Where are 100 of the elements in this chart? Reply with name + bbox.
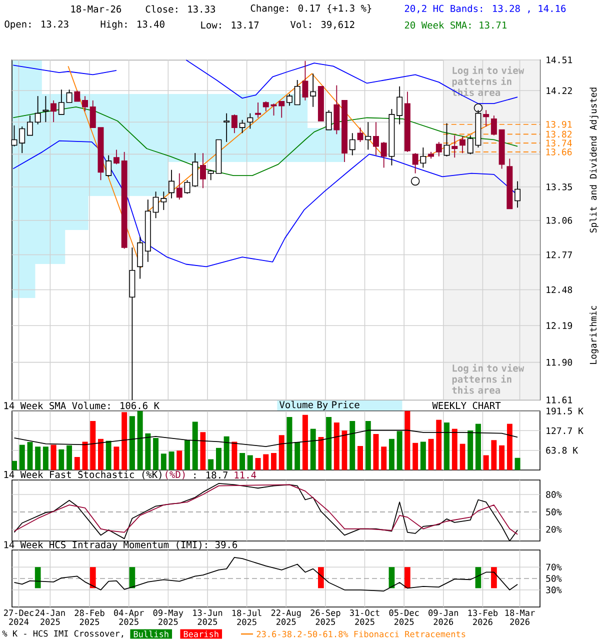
candlestick: [224, 112, 230, 142]
bar: [255, 458, 261, 470]
y-tick-label: 12.48: [546, 286, 572, 294]
x-tick-label: 09-Jan 2026: [428, 610, 458, 625]
bar: [129, 416, 135, 470]
chart-title: 14 Week SMA Volume: 106.6 K: [4, 402, 160, 410]
bar: [310, 428, 316, 470]
candlestick: [262, 100, 269, 112]
y-tick-label: 80%: [546, 491, 562, 498]
candlestick: [34, 96, 41, 125]
candlestick: [58, 89, 64, 115]
candlestick: [176, 172, 182, 200]
candlestick: [286, 93, 292, 106]
candlestick: [444, 122, 450, 157]
candlestick: [490, 115, 497, 136]
candlestick: [113, 149, 120, 165]
bar: [19, 444, 25, 470]
bar: [74, 457, 80, 470]
candlestick: [278, 100, 285, 118]
text: : 18.7: [194, 471, 228, 479]
x-tick-label: 13-Jun 2025: [193, 610, 222, 625]
candlestick: [514, 180, 521, 208]
text: 18-Mar-26: [71, 5, 122, 13]
ref-line-label: 13.82: [546, 130, 572, 138]
bar: [263, 454, 269, 470]
candlestick: [247, 112, 254, 130]
bar: [381, 446, 387, 470]
text: Low: 13.17: [201, 21, 259, 29]
x-tick-label: 22-Aug 2025: [271, 610, 301, 625]
candlestick: [380, 141, 387, 168]
bar: [420, 442, 426, 470]
bar: [168, 452, 174, 470]
candlestick: [460, 136, 466, 154]
bar: [122, 412, 128, 470]
bar: [396, 431, 402, 470]
candlestick: [74, 90, 80, 102]
chart-title: 14 Week Fast Stochastic (%K): [4, 470, 162, 480]
ref-line-label: 13.66: [546, 148, 572, 156]
bar: [98, 438, 104, 470]
y-tick-label: 50%: [546, 575, 562, 582]
y-tick-label: 12.77: [546, 251, 572, 258]
bar: [514, 458, 520, 470]
bar: [82, 442, 88, 470]
bar: [404, 411, 410, 470]
x-tick-label: 28-Feb 2025: [74, 610, 104, 626]
bar: [42, 446, 48, 470]
bar: [483, 455, 489, 470]
x-tick-label: 09-May 2025: [153, 610, 184, 625]
candlestick: [19, 126, 26, 154]
candlestick: [26, 115, 33, 136]
bar: [114, 446, 120, 470]
bar: [365, 421, 371, 470]
bar: [278, 435, 284, 470]
ref-line-label: 13.91: [546, 120, 572, 128]
candlestick: [90, 100, 96, 128]
text: Volume By Price: [279, 400, 360, 410]
candlestick: [106, 154, 112, 178]
bar: [216, 448, 222, 470]
bar: [208, 459, 214, 470]
y-tick-label: 63.8 K: [546, 446, 578, 454]
text: Logarithmic: [590, 306, 598, 364]
text: Vol: 39,612: [290, 20, 354, 30]
bar: [145, 433, 151, 470]
text: WEEKLY CHART: [432, 402, 501, 410]
x-tick-label: 31-Oct 2025: [350, 610, 380, 625]
bar: [350, 421, 356, 470]
bar: [184, 440, 190, 470]
bar: [160, 454, 166, 470]
text: 11.4: [234, 472, 256, 478]
candlestick: [231, 114, 238, 134]
candlestick: [50, 100, 57, 123]
candlestick: [326, 110, 332, 130]
bar: [302, 414, 308, 470]
y-tick-label: 11.61: [546, 396, 572, 404]
candlestick: [66, 89, 72, 103]
candlestick: [420, 147, 426, 168]
bar: [192, 422, 198, 470]
candlestick: [412, 152, 418, 174]
y-tick-label: 127.7 K: [546, 427, 584, 434]
bar: [286, 417, 292, 470]
candlestick: [349, 132, 356, 156]
bar: [373, 434, 379, 470]
y-tick-label: 50%: [546, 508, 562, 516]
bar: [12, 460, 17, 470]
y-tick-label: 20%: [546, 526, 562, 533]
x-tick-label: 27-Dec 2024: [4, 610, 34, 625]
bar: [475, 424, 481, 470]
x-tick-label: 18-Jul 2025: [232, 610, 262, 626]
bar: [35, 446, 41, 470]
bar: [460, 444, 466, 470]
y-tick-label: 70%: [546, 564, 562, 570]
bar: [499, 445, 505, 470]
text: Bearish: [184, 630, 218, 638]
bar: [176, 450, 182, 470]
y-tick-label: 12.19: [546, 322, 572, 329]
candlestick: [357, 127, 364, 142]
bar: [388, 438, 394, 470]
annotation: Log in to view patterns in this area: [452, 364, 524, 394]
y-tick-label: 13.35: [546, 184, 572, 190]
text: 20,2 HC Bands: 13.28 , 14.16: [404, 4, 566, 14]
